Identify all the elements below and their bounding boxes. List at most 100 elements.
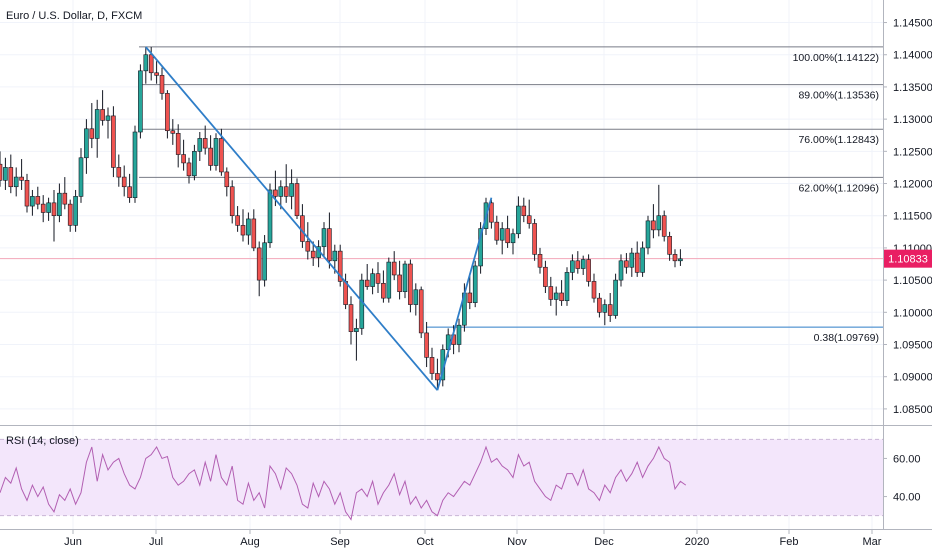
candle-body bbox=[478, 228, 483, 267]
candle-body bbox=[94, 109, 100, 139]
candle-body bbox=[435, 373, 440, 381]
candle-body bbox=[667, 236, 672, 255]
candle-body bbox=[597, 297, 602, 313]
candle-body bbox=[165, 93, 170, 132]
price-axis[interactable]: 1.14500 1.14000 1.13500 1.13000 1.12500 1.120… bbox=[883, 18, 932, 416]
candle-body bbox=[3, 167, 8, 181]
candle-body bbox=[262, 242, 267, 281]
candlestick-series bbox=[0, 47, 683, 390]
candle-body bbox=[143, 54, 149, 72]
candle-body bbox=[273, 189, 278, 197]
candle-body bbox=[402, 263, 408, 293]
candle-body bbox=[494, 221, 500, 241]
candle-body bbox=[116, 167, 122, 178]
candle-body bbox=[521, 205, 527, 217]
candle-body bbox=[84, 128, 89, 159]
candle-body bbox=[0, 163, 3, 181]
candle-body bbox=[634, 252, 640, 273]
time-tick-label: 2020 bbox=[685, 536, 709, 548]
candle-body bbox=[170, 130, 176, 134]
candle-body bbox=[386, 261, 392, 299]
trend-line-segment[interactable] bbox=[436, 197, 493, 391]
candle-body bbox=[532, 223, 537, 255]
candle-body bbox=[629, 252, 635, 268]
candle-body bbox=[586, 259, 591, 282]
candle-body bbox=[111, 115, 116, 168]
rsi-band bbox=[0, 438, 883, 517]
price-tick-label: 1.09500 bbox=[893, 340, 932, 352]
candle-body bbox=[19, 176, 24, 181]
candle-body bbox=[30, 196, 35, 207]
candle-body bbox=[337, 250, 343, 282]
candle-body bbox=[348, 304, 354, 332]
candle-body bbox=[456, 324, 462, 345]
rsi-title: RSI (14, close) bbox=[6, 435, 79, 447]
candle-body bbox=[100, 109, 105, 121]
candle-body bbox=[40, 203, 46, 213]
candle-body bbox=[289, 183, 294, 197]
candle-body bbox=[321, 228, 327, 247]
candle-body bbox=[181, 154, 186, 164]
time-tick-label: Feb bbox=[780, 536, 799, 548]
candle-body bbox=[175, 132, 181, 155]
candle-body bbox=[364, 279, 370, 287]
candle-body bbox=[73, 196, 78, 226]
fib-level-label: 89.00%(1.13536) bbox=[798, 90, 879, 102]
candle-body bbox=[46, 202, 51, 213]
candle-body bbox=[672, 254, 678, 262]
candle-body bbox=[256, 247, 262, 281]
fib-level-label: 62.00%(1.12096) bbox=[798, 182, 879, 194]
time-tick-label: Oct bbox=[416, 536, 433, 548]
candle-body bbox=[575, 260, 581, 269]
candle-body bbox=[381, 283, 386, 299]
candle-body bbox=[510, 233, 516, 244]
candle-body bbox=[78, 157, 84, 197]
time-tick-label: Aug bbox=[240, 536, 260, 548]
candle-body bbox=[543, 266, 548, 287]
candle-body bbox=[429, 357, 435, 374]
trend-line-segment[interactable] bbox=[145, 46, 439, 391]
candle-body bbox=[202, 138, 208, 149]
price-tick-label: 1.11500 bbox=[893, 211, 932, 223]
candle-body bbox=[613, 279, 618, 316]
candle-body bbox=[283, 186, 289, 197]
rsi-axis[interactable]: 60.00 40.00 bbox=[883, 453, 921, 504]
candle-body bbox=[57, 192, 62, 217]
candle-body bbox=[645, 220, 651, 249]
candle-body bbox=[154, 72, 159, 76]
rsi-tick-label: 60.00 bbox=[893, 453, 921, 465]
candle-body bbox=[678, 258, 683, 262]
candle-body bbox=[148, 54, 154, 74]
time-tick-label: Jun bbox=[64, 536, 82, 548]
price-tick-label: 1.14500 bbox=[893, 18, 932, 30]
candle-body bbox=[537, 254, 543, 268]
candle-body bbox=[397, 274, 402, 293]
time-tick-label: Sep bbox=[330, 536, 350, 548]
candle-body bbox=[418, 289, 424, 334]
candle-body bbox=[472, 265, 478, 303]
candle-body bbox=[8, 167, 14, 188]
candle-body bbox=[310, 250, 316, 258]
rsi-line bbox=[0, 445, 687, 521]
trend-lines[interactable] bbox=[145, 46, 493, 391]
candle-body bbox=[661, 215, 667, 237]
candle-body bbox=[105, 115, 111, 121]
candle-body bbox=[305, 241, 311, 252]
fibonacci-levels[interactable]: 100.00%(1.14122) 89.00%(1.13536) 76.00%(1.… bbox=[139, 46, 883, 344]
candle-body bbox=[391, 261, 397, 276]
candle-body bbox=[375, 273, 381, 284]
candle-body bbox=[246, 218, 251, 236]
candle-body bbox=[618, 260, 624, 281]
time-axis[interactable]: Jun Jul Aug Sep Oct Nov Dec 2020 Feb Mar bbox=[64, 529, 882, 548]
candle-body bbox=[229, 186, 235, 217]
candle-body bbox=[62, 192, 68, 205]
candle-body bbox=[24, 180, 30, 207]
candle-body bbox=[467, 292, 473, 303]
candle-body bbox=[127, 186, 132, 198]
candle-body bbox=[651, 220, 656, 231]
candle-body bbox=[67, 203, 73, 226]
candle-body bbox=[505, 228, 510, 244]
candle-body bbox=[51, 202, 57, 217]
candle-body bbox=[354, 328, 359, 332]
